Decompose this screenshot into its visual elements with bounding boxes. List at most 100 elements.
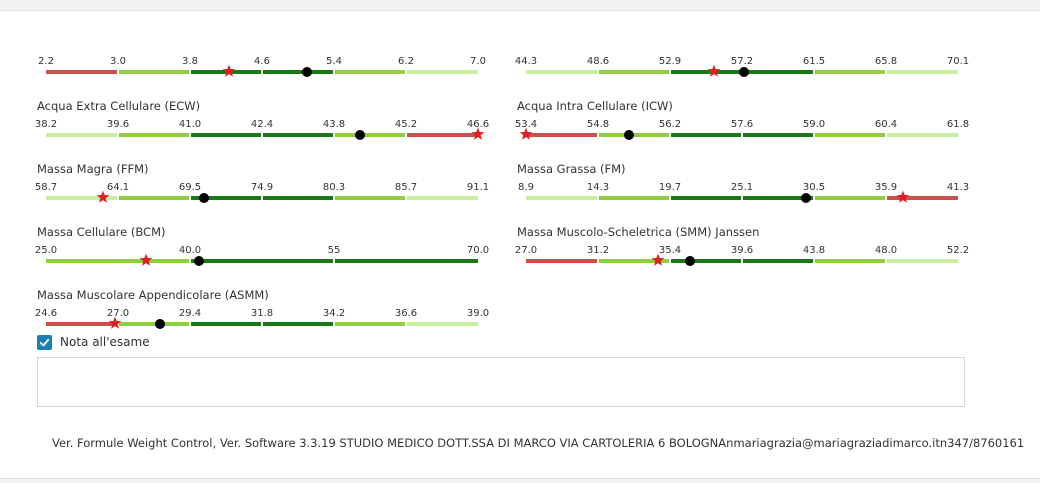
tick-label: 65.8 [874, 56, 898, 67]
tick-label: 43.8 [322, 119, 346, 130]
scale-band [191, 196, 261, 200]
scale-band [46, 322, 117, 326]
tick-label: 14.3 [586, 182, 610, 193]
current-value-dot [199, 193, 210, 203]
scale-band [743, 70, 813, 74]
scale-band [335, 133, 405, 137]
scale-band [887, 196, 958, 200]
tick-label: 48.0 [874, 245, 898, 256]
tick-label: 38.2 [34, 119, 58, 130]
scale-band [887, 133, 958, 137]
tick-label: 19.7 [658, 182, 682, 193]
check-icon [39, 338, 50, 346]
scale-band [407, 196, 478, 200]
scale-band [46, 196, 117, 200]
tick-label: 60.4 [874, 119, 898, 130]
tick-label: 27.0 [106, 308, 130, 319]
scale-band [119, 133, 189, 137]
scale-ecw: Acqua Extra Cellulare (ECW) 38.2 39.6 41.0 4… [35, 99, 498, 143]
tick-label: 39.0 [466, 308, 490, 319]
tick-label: 48.6 [586, 56, 610, 67]
tick-label: 52.9 [658, 56, 682, 67]
scale-title: Acqua Intra Cellulare (ICW) [517, 99, 673, 113]
scale-asmm: Massa Muscolare Appendicolare (ASMM) 24.6… [35, 288, 498, 332]
scale-band [119, 196, 189, 200]
tick-label: 61.8 [946, 119, 970, 130]
top-toolbar-strip [0, 0, 1040, 11]
note-checkbox[interactable] [37, 334, 52, 350]
scale-smm: Massa Muscolo-Scheletrica (SMM) Janssen 2… [515, 225, 978, 269]
scale-band [671, 70, 741, 74]
tick-label: 31.2 [586, 245, 610, 256]
current-value-dot [624, 130, 635, 140]
tick-label: 34.2 [322, 308, 346, 319]
scale-band [599, 196, 669, 200]
scale-band [191, 322, 261, 326]
tick-label: 7.0 [470, 56, 486, 67]
previous-value-star-icon [139, 253, 153, 267]
scale-title: Massa Magra (FFM) [37, 162, 149, 176]
tick-label: 5.4 [326, 56, 342, 67]
scale-band [743, 196, 813, 200]
tick-label: 45.2 [394, 119, 418, 130]
previous-value-star-icon [896, 190, 910, 204]
scale-band [599, 259, 669, 263]
tick-label: 69.5 [178, 182, 202, 193]
scale-scale-2: 44.3 48.6 52.9 57.2 61.5 65.8 70.1 [515, 40, 978, 80]
scale-band [407, 70, 478, 74]
note-row: Nota all'esame [37, 334, 150, 350]
current-value-dot [354, 130, 365, 140]
previous-value-star-icon [222, 64, 236, 78]
tick-label: 52.2 [946, 245, 970, 256]
scale-fm: Massa Grassa (FM) 8.9 14.3 19.7 25.1 30.5 35.9… [517, 162, 978, 206]
scale-band [263, 196, 333, 200]
tick-label: 53.4 [514, 119, 538, 130]
tick-label: 54.8 [586, 119, 610, 130]
tick-label: 57.6 [730, 119, 754, 130]
current-value-dot [301, 67, 312, 77]
tick-label: 85.7 [394, 182, 418, 193]
footer-info: Ver. Formule Weight Control, Ver. Softwa… [52, 436, 1025, 450]
previous-value-star-icon [651, 253, 665, 267]
tick-label: 46.6 [466, 119, 490, 130]
scale-band [119, 322, 189, 326]
note-label: Nota all'esame [60, 335, 150, 349]
tick-label: 39.6 [106, 119, 130, 130]
tick-label: 8.9 [518, 182, 534, 193]
scale-band [526, 196, 597, 200]
scale-band [887, 259, 958, 263]
tick-label: 55 [327, 245, 341, 256]
tick-label: 64.1 [106, 182, 130, 193]
scale-band [46, 133, 117, 137]
scale-band [671, 196, 741, 200]
tick-label: 35.9 [874, 182, 898, 193]
tick-label: 57.2 [730, 56, 754, 67]
tick-label: 44.3 [514, 56, 538, 67]
current-value-dot [155, 319, 166, 329]
scale-title: Massa Muscolo-Scheletrica (SMM) Janssen [517, 225, 760, 239]
scale-band [119, 70, 189, 74]
tick-label: 2.2 [38, 56, 54, 67]
tick-label: 42.4 [250, 119, 274, 130]
note-textarea[interactable] [37, 357, 965, 407]
scale-band [743, 133, 813, 137]
tick-label: 31.8 [250, 308, 274, 319]
previous-value-star-icon [108, 316, 122, 330]
scale-band [815, 70, 885, 74]
scale-band [191, 259, 333, 263]
scale-scale-1: 2.2 3.0 3.8 4.6 5.4 6.2 7.0 [38, 40, 498, 80]
tick-label: 3.8 [182, 56, 198, 67]
tick-label: 25.1 [730, 182, 754, 193]
tick-label: 25.0 [34, 245, 58, 256]
current-value-dot [738, 67, 749, 77]
scale-band [335, 259, 478, 263]
tick-label: 6.2 [398, 56, 414, 67]
scale-band [263, 322, 333, 326]
scale-band [191, 70, 261, 74]
scale-band [263, 70, 333, 74]
bottom-strip [0, 478, 1040, 483]
scale-icw: Acqua Intra Cellulare (ICW) 53.4 54.8 56.2 5… [515, 99, 978, 143]
scale-title: Massa Grassa (FM) [517, 162, 626, 176]
scale-band [671, 133, 741, 137]
tick-label: 70.0 [466, 245, 490, 256]
